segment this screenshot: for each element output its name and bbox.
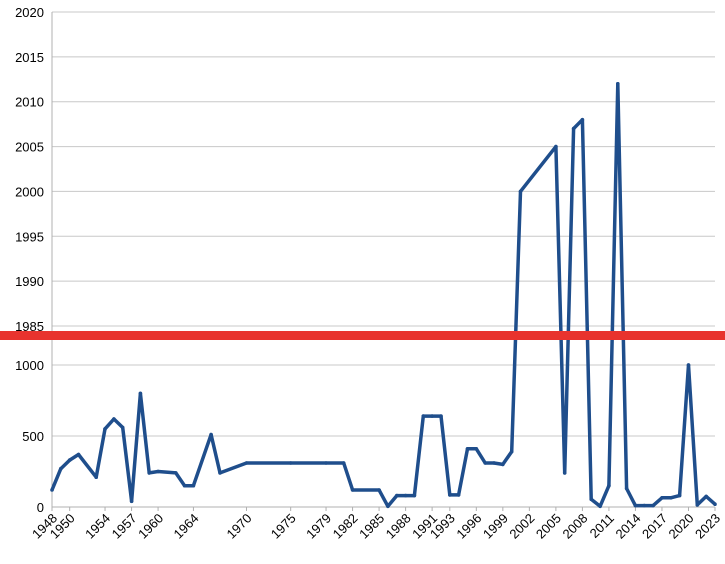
data-point <box>50 488 54 492</box>
data-point <box>695 503 700 507</box>
data-point <box>704 494 708 499</box>
data-point <box>624 486 629 491</box>
data-point <box>598 504 602 509</box>
data-point <box>483 461 488 465</box>
data-point <box>430 414 434 418</box>
data-point <box>501 462 505 467</box>
x-tick-label: 2011 <box>587 511 617 541</box>
data-point <box>403 493 408 498</box>
data-point <box>518 189 523 194</box>
data-point <box>341 461 346 465</box>
data-point <box>76 452 81 457</box>
data-point <box>94 475 98 480</box>
data-point <box>633 503 638 508</box>
data-point <box>509 449 514 454</box>
axis-break-bar <box>0 331 725 340</box>
y-tick-label: 2000 <box>15 184 44 199</box>
x-tick-label: 1999 <box>480 511 511 542</box>
data-point <box>465 447 470 451</box>
data-point <box>651 503 655 508</box>
data-point <box>642 503 647 508</box>
data-point <box>324 461 328 465</box>
data-point <box>209 432 213 437</box>
y-tick-label: 1985 <box>15 319 44 334</box>
x-tick-label: 1988 <box>383 511 414 542</box>
data-point <box>492 461 496 465</box>
x-tick-label: 2008 <box>559 511 590 542</box>
x-tick-label: 1979 <box>303 511 334 542</box>
x-tick-label: 1985 <box>356 511 387 542</box>
axes <box>51 12 716 511</box>
data-point <box>156 469 160 474</box>
data-point <box>377 488 381 492</box>
x-tick-label: 1996 <box>453 511 484 542</box>
data-point <box>129 499 134 504</box>
data-point <box>138 391 143 396</box>
series-line <box>50 82 717 509</box>
data-point <box>456 493 461 497</box>
data-point <box>147 471 151 475</box>
data-point <box>421 414 426 418</box>
data-point <box>616 82 620 86</box>
data-point <box>439 414 443 418</box>
x-tick-label: 2020 <box>666 511 697 542</box>
x-tick-label: 2023 <box>692 511 723 542</box>
data-point <box>677 493 682 498</box>
y-tick-label: 1990 <box>15 274 44 289</box>
x-tick-label: 1964 <box>171 511 202 542</box>
y-tick-label: 2010 <box>15 95 44 110</box>
data-point <box>669 496 673 500</box>
data-point <box>474 447 479 451</box>
data-point <box>554 144 558 149</box>
data-point <box>386 504 390 509</box>
data-point <box>713 502 717 507</box>
x-tick-label: 1982 <box>330 511 361 542</box>
data-point <box>244 461 249 465</box>
data-point <box>607 483 611 488</box>
data-point <box>59 466 63 471</box>
data-point <box>218 471 222 475</box>
y-tick-label: 2015 <box>15 50 44 65</box>
data-point <box>589 497 593 502</box>
data-point <box>571 126 576 131</box>
data-point <box>191 483 196 488</box>
data-point <box>448 493 452 497</box>
data-point <box>395 493 399 498</box>
data-point <box>660 496 664 500</box>
data-point <box>182 483 187 488</box>
x-tick-label: 2002 <box>506 511 537 542</box>
x-tick-label: 2005 <box>533 511 564 542</box>
x-tick-label: 1957 <box>109 511 140 542</box>
x-tick-label: 2014 <box>613 511 644 542</box>
data-point <box>686 363 691 367</box>
data-point <box>562 471 567 475</box>
x-tick-label: 1970 <box>224 511 255 542</box>
data-point <box>580 117 585 122</box>
data-point <box>112 417 116 421</box>
data-point <box>103 427 107 431</box>
y-axis-tick-labels: 2020 2015 2010 2005 2000 1995 1990 1985 1000 500 0 <box>15 5 44 515</box>
data-point <box>288 461 293 465</box>
y-tick-label: 2005 <box>15 140 44 155</box>
y-tick-label: 500 <box>22 429 44 444</box>
x-tick-label: 1960 <box>135 511 166 542</box>
data-point <box>120 425 125 430</box>
y-tick-label: 0 <box>37 500 44 515</box>
y-tick-label: 1000 <box>15 358 44 373</box>
data-point <box>174 471 178 475</box>
data-point <box>67 458 72 462</box>
data-point <box>350 488 355 492</box>
x-tick-label: 1954 <box>82 511 113 542</box>
series-layer <box>50 82 717 509</box>
x-tick-label: 1975 <box>268 511 299 542</box>
x-tick-label: 2017 <box>639 511 670 542</box>
y-tick-label: 2020 <box>15 5 44 20</box>
data-point <box>412 493 417 498</box>
y-tick-label: 1995 <box>15 229 44 244</box>
